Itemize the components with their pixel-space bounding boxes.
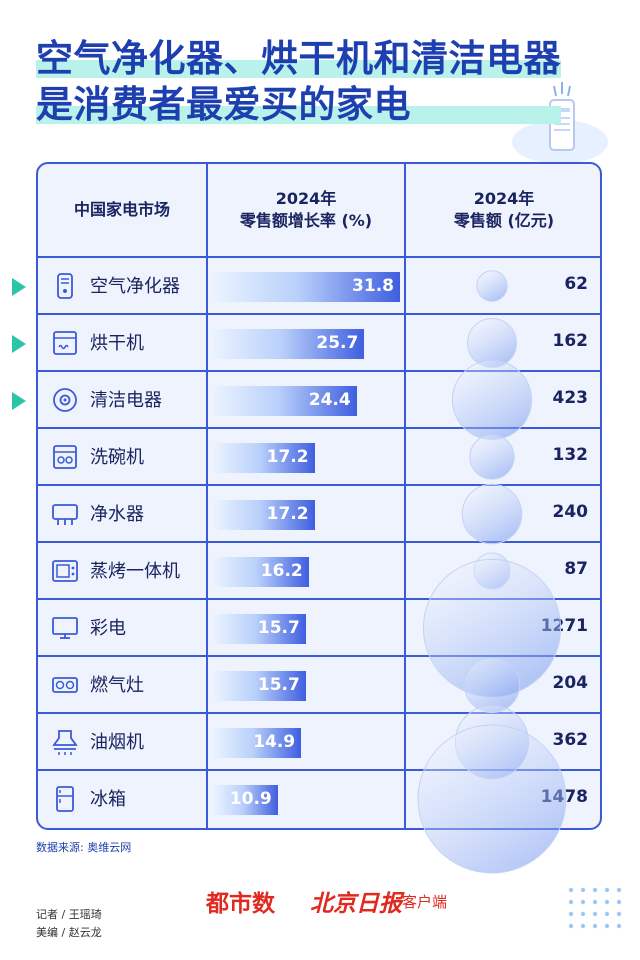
table-row: 烘干机 25.7 162 — [38, 315, 600, 372]
row-divider — [38, 598, 600, 600]
table-row: 燃气灶 15.7 204 — [38, 657, 600, 714]
growth-value-label: 17.2 — [266, 504, 309, 524]
growth-bar: 16.2 — [214, 557, 309, 587]
title-line-2: 是消费者最爱买的家电 — [36, 82, 561, 128]
category-label: 油烟机 — [90, 732, 144, 753]
table-row: 洗碗机 17.2 132 — [38, 429, 600, 486]
growth-bar: 15.7 — [214, 614, 306, 644]
category-label: 净水器 — [90, 504, 144, 525]
category-label: 空气净化器 — [90, 276, 180, 297]
robot-vacuum-icon — [53, 388, 77, 412]
tv-icon — [52, 617, 78, 639]
editor-credit: 美编 / 赵云龙 — [36, 926, 102, 939]
table-row: 彩电 15.7 1271 — [38, 600, 600, 657]
sales-value-label: 62 — [564, 274, 588, 294]
category-label: 燃气灶 — [90, 675, 144, 696]
purifier-icon — [57, 273, 73, 299]
growth-value-label: 24.4 — [308, 390, 351, 410]
table-row: 油烟机 14.9 362 — [38, 714, 600, 771]
growth-bar: 10.9 — [214, 785, 278, 815]
sales-value-label: 132 — [552, 445, 589, 465]
sales-value-label: 1271 — [540, 616, 588, 636]
reporter-credit: 记者 / 王瑶琦 — [36, 908, 102, 921]
row-divider — [38, 370, 600, 372]
sales-value-label: 423 — [552, 388, 589, 408]
growth-bar: 17.2 — [214, 500, 315, 530]
page-title: 空气净化器、烘干机和清洁电器 是消费者最爱买的家电 — [36, 36, 561, 128]
category-label: 烘干机 — [90, 333, 144, 354]
growth-bar: 24.4 — [214, 386, 357, 416]
decorative-dots — [568, 887, 622, 929]
gas-stove-icon — [52, 677, 78, 693]
row-divider — [38, 427, 600, 429]
sales-value-label: 362 — [552, 730, 589, 750]
dishwasher-icon — [53, 445, 77, 469]
highlight-marker-icon — [12, 392, 26, 410]
fridge-icon — [56, 786, 74, 812]
sales-value-label: 240 — [552, 502, 589, 522]
sales-value-label: 87 — [564, 559, 588, 579]
row-divider — [38, 655, 600, 657]
growth-value-label: 15.7 — [257, 618, 300, 638]
category-label: 清洁电器 — [90, 390, 162, 411]
category-label: 洗碗机 — [90, 447, 144, 468]
table-row: 冰箱 10.9 1478 — [38, 771, 600, 828]
growth-bar: 31.8 — [214, 272, 400, 302]
category-label: 冰箱 — [90, 789, 126, 810]
client-label: 客户端 — [402, 893, 448, 911]
highlight-marker-icon — [12, 335, 26, 353]
column-divider — [404, 164, 406, 828]
data-source: 数据来源: 奥维云网 — [36, 841, 132, 854]
category-label: 蒸烤一体机 — [90, 561, 180, 582]
header-sales: 2024年 零售额 (亿元) — [453, 189, 555, 230]
row-divider — [38, 313, 600, 315]
growth-value-label: 14.9 — [253, 732, 296, 752]
row-divider — [38, 256, 600, 258]
growth-value-label: 31.8 — [352, 276, 394, 296]
header-market: 中国家电市场 — [73, 200, 170, 219]
growth-value-label: 16.2 — [260, 561, 303, 581]
range-hood-icon — [52, 730, 78, 755]
column-divider — [206, 164, 208, 828]
table-row: 蒸烤一体机 16.2 87 — [38, 543, 600, 600]
dryer-icon — [53, 331, 77, 355]
row-divider — [38, 769, 600, 771]
sales-value-label: 162 — [552, 331, 589, 351]
growth-bar: 15.7 — [214, 671, 306, 701]
dushushu-logo: 都市数 — [206, 890, 275, 917]
sales-value-label: 204 — [552, 673, 589, 693]
growth-value-label: 25.7 — [316, 333, 359, 353]
growth-bar: 17.2 — [214, 443, 315, 473]
growth-value-label: 17.2 — [266, 447, 309, 467]
growth-bar: 25.7 — [214, 329, 365, 359]
category-label: 彩电 — [90, 618, 126, 639]
water-purifier-icon — [52, 504, 78, 525]
growth-value-label: 15.7 — [257, 675, 300, 695]
header-growth: 2024年 零售额增长率 (%) — [239, 189, 373, 230]
growth-value-label: 10.9 — [229, 789, 272, 809]
table-row: 空气净化器 31.8 62 — [38, 258, 600, 315]
highlight-marker-icon — [12, 278, 26, 296]
sales-value-label: 1478 — [540, 787, 588, 807]
table-row: 净水器 17.2 240 — [38, 486, 600, 543]
growth-bar: 14.9 — [214, 728, 302, 758]
steam-oven-icon — [52, 560, 78, 582]
table-row: 清洁电器 24.4 423 — [38, 372, 600, 429]
row-divider — [38, 712, 600, 714]
title-line-1: 空气净化器、烘干机和清洁电器 — [36, 37, 561, 80]
row-divider — [38, 541, 600, 543]
row-divider — [38, 484, 600, 486]
beijing-daily-logo: 北京日报 — [310, 890, 402, 917]
data-table: 中国家电市场 2024年 零售额增长率 (%) 2024年 零售额 (亿元) 空气净… — [36, 162, 602, 830]
